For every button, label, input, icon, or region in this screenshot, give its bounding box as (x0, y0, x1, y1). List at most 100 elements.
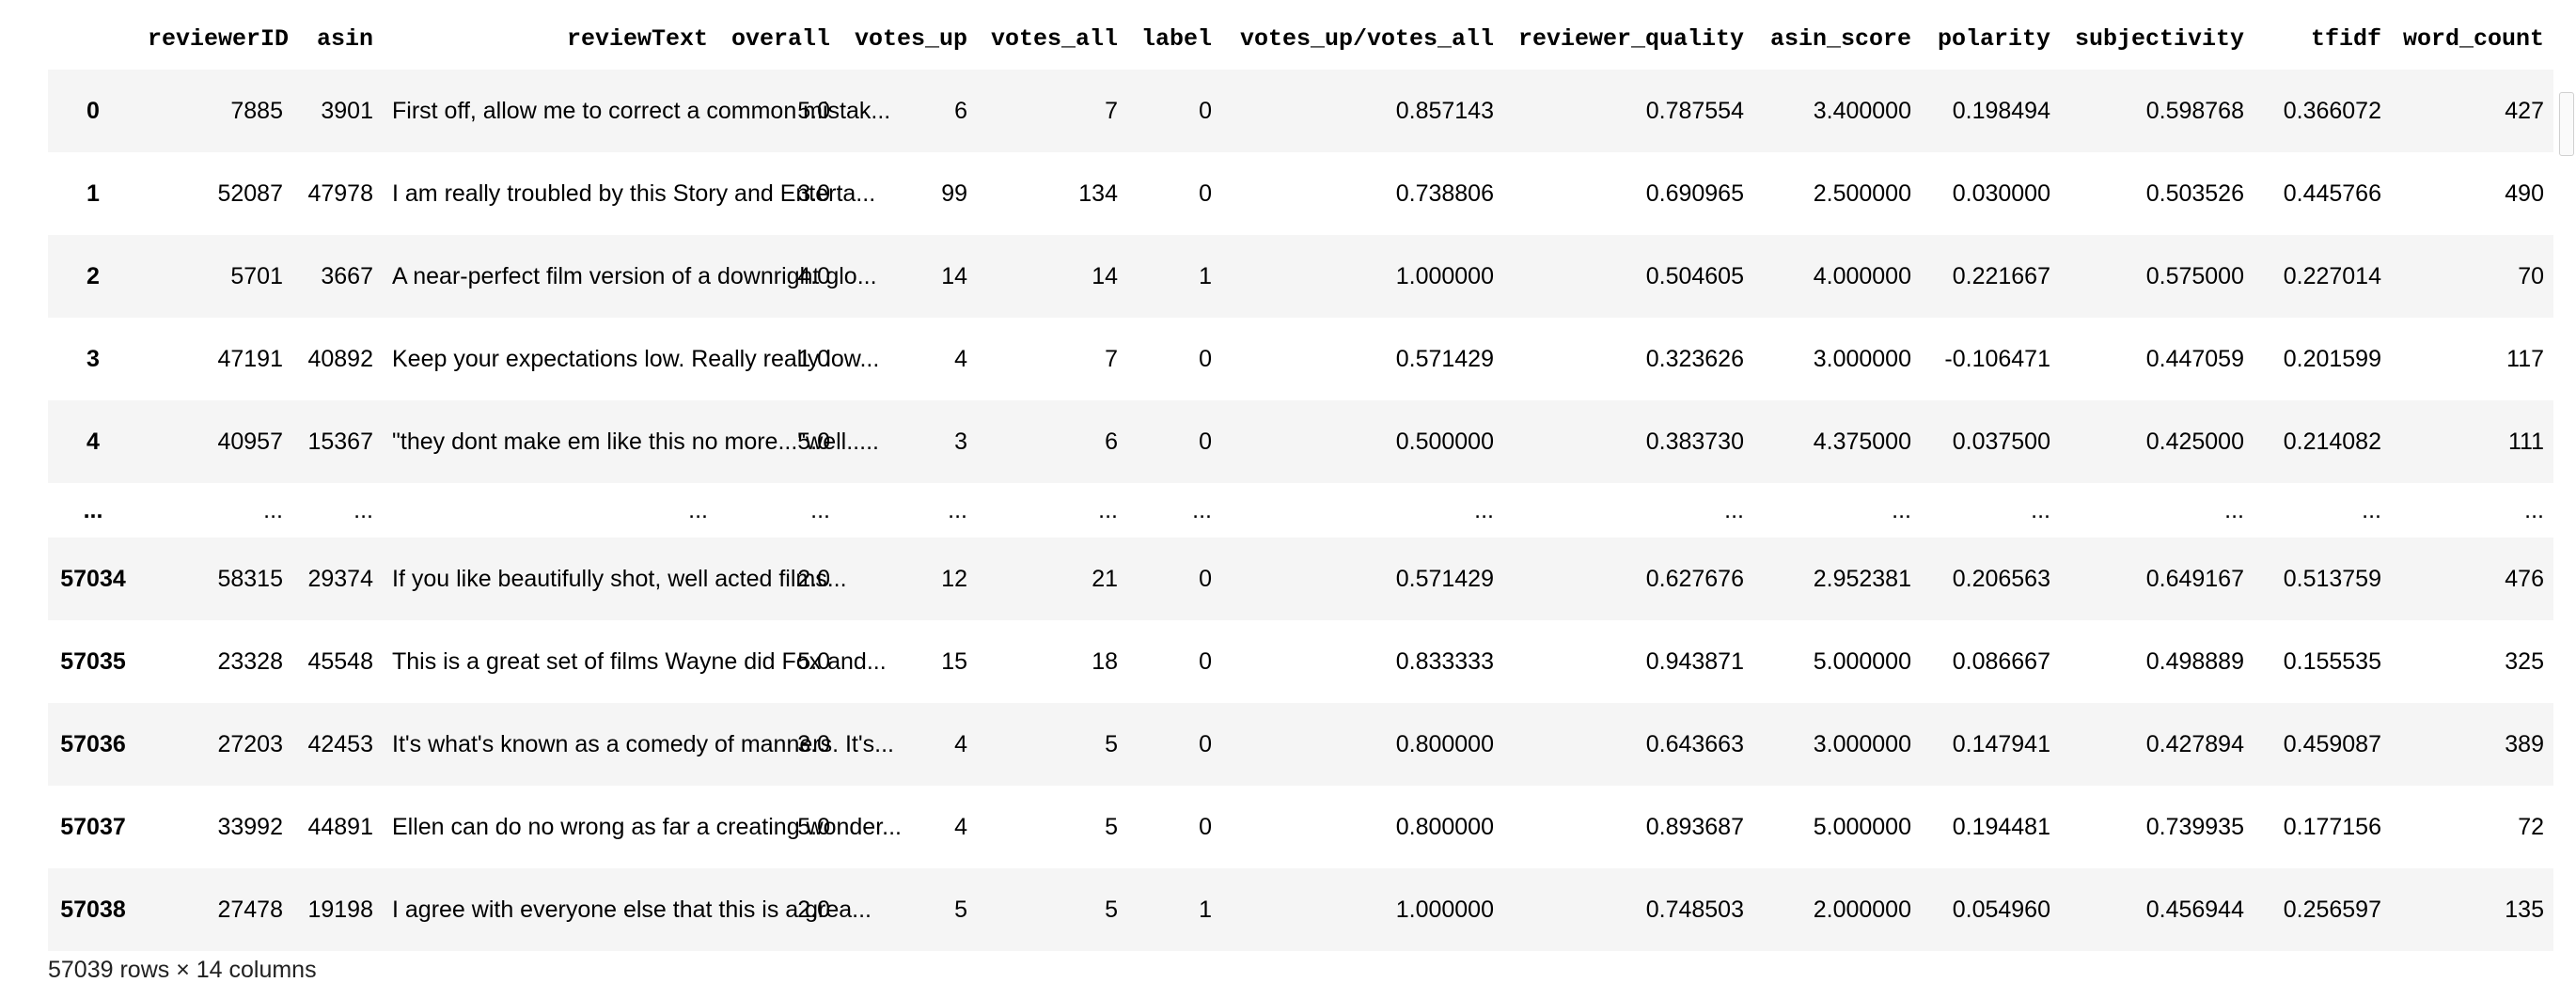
table-row: 1 52087 47978 I am really troubled by this … (48, 152, 2553, 235)
table-cell: 72 (2518, 813, 2544, 840)
review-text-cell: A near-perfect film version of a downrig… (392, 263, 877, 289)
table-cell: 0.857143 (1395, 97, 1494, 124)
table-cell: 0.198494 (1952, 97, 2050, 124)
table-row: 3 47191 40892 Keep your expectations low. R… (48, 318, 2553, 400)
dataframe-shape-label: 57039 rows × 14 columns (48, 957, 317, 983)
table-cell: 1 (1199, 262, 1212, 289)
table-cell: 3.0 (797, 179, 830, 207)
table-cell: 27478 (217, 896, 283, 923)
table-cell: 0.500000 (1395, 428, 1494, 455)
table-cell: 5 (1105, 896, 1118, 923)
table-cell: 4 (954, 345, 967, 372)
row-index: 1 (86, 179, 100, 207)
table-cell: 0.147941 (1952, 730, 2050, 757)
column-header: votes_up (854, 24, 967, 53)
table-cell: 0.201599 (2283, 345, 2381, 372)
column-header: overall (730, 24, 830, 53)
table-cell: 117 (2506, 345, 2544, 372)
row-index: 57036 (60, 730, 126, 757)
table-cell: 135 (2505, 896, 2544, 923)
table-cell: 3.400000 (1813, 97, 1911, 124)
column-header: reviewerID (148, 24, 290, 53)
table-cell: 21 (1092, 565, 1118, 592)
table-cell: ... (2362, 496, 2381, 523)
table-cell: 2.500000 (1813, 179, 1911, 207)
table-cell: 14 (1092, 262, 1118, 289)
table-cell: ... (2031, 496, 2050, 523)
table-cell: 0.155535 (2283, 647, 2381, 675)
table-cell: 0.323626 (1645, 345, 1744, 372)
row-index: 57038 (60, 896, 126, 923)
table-cell: 0.943871 (1645, 647, 1744, 675)
table-row: 57038 27478 19198 I agree with everyone els… (48, 868, 2553, 951)
table-cell: 0.800000 (1395, 730, 1494, 757)
review-text-cell: ... (688, 497, 708, 523)
row-index: 57037 (60, 813, 126, 840)
table-cell: 12 (941, 565, 967, 592)
table-cell: 0 (1199, 428, 1212, 455)
table-cell: 33992 (217, 813, 283, 840)
table-cell: 15367 (307, 428, 373, 455)
table-cell: 1 (1199, 896, 1212, 923)
table-cell: ... (353, 496, 373, 523)
table-cell: 0.575000 (2145, 262, 2244, 289)
table-cell: 2.952381 (1813, 565, 1911, 592)
row-index: 0 (86, 97, 100, 124)
table-cell: ... (1098, 496, 1118, 523)
table-cell: ... (1892, 496, 1911, 523)
table-cell: 0.800000 (1395, 813, 1494, 840)
table-cell: 0.649167 (2145, 565, 2244, 592)
table-cell: 3667 (321, 262, 373, 289)
table-cell: ... (1192, 496, 1212, 523)
table-cell: 0.627676 (1645, 565, 1744, 592)
table-cell: 6 (1105, 428, 1118, 455)
table-cell: 0.459087 (2283, 730, 2381, 757)
table-cell: 0.194481 (1952, 813, 2050, 840)
scrollbar-thumb[interactable] (2559, 92, 2574, 156)
column-header: reviewer_quality (1517, 24, 1744, 53)
table-cell: 4 (954, 730, 967, 757)
table-cell: ... (2224, 496, 2244, 523)
table-cell: 40892 (307, 345, 373, 372)
table-cell: 0.739935 (2145, 813, 2244, 840)
table-cell: 0.383730 (1645, 428, 1744, 455)
row-index: 57034 (60, 565, 126, 592)
table-cell: 0.256597 (2283, 896, 2381, 923)
review-text-cell: Keep your expectations low. Really reall… (392, 346, 880, 372)
table-cell: 29374 (307, 565, 373, 592)
table-cell: 5701 (230, 262, 283, 289)
table-cell: 70 (2518, 262, 2544, 289)
table-row: ........................................… (48, 483, 2553, 538)
table-cell: 325 (2505, 647, 2544, 675)
table-cell: 5 (954, 896, 967, 923)
table-cell: 23328 (217, 647, 283, 675)
table-cell: 2.0 (797, 565, 830, 592)
table-cell: 0.086667 (1952, 647, 2050, 675)
table-cell: 4.000000 (1813, 262, 1911, 289)
table-cell: 3.000000 (1813, 730, 1911, 757)
column-header: votes_all (990, 24, 1118, 53)
column-header: subjectivity (2074, 24, 2244, 53)
table-cell: ... (1474, 496, 1494, 523)
table-cell: 1.000000 (1395, 262, 1494, 289)
table-header: reviewerID asin reviewText overall votes_up v… (48, 13, 2553, 70)
table-cell: 4 (954, 813, 967, 840)
output-scrollbar[interactable] (2555, 0, 2576, 998)
table-cell: 5.0 (797, 647, 830, 675)
column-header: votes_up/votes_all (1239, 24, 1494, 53)
table-cell: ... (2524, 496, 2544, 523)
table-row: 57036 27203 42453 It's what's known as a co… (48, 703, 2553, 786)
table-cell: 0 (1199, 97, 1212, 124)
table-cell: 0.787554 (1645, 97, 1744, 124)
table-cell: 52087 (217, 179, 283, 207)
table-cell: 2.0 (797, 896, 830, 923)
column-header: label (1140, 24, 1212, 53)
table-cell: 27203 (217, 730, 283, 757)
table-row: 57034 58315 29374 If you like beautifully s… (48, 538, 2553, 620)
table-cell: 7 (1105, 345, 1118, 372)
table-cell: 4.0 (797, 262, 830, 289)
table-cell: ... (1724, 496, 1744, 523)
table-cell: 2.000000 (1813, 896, 1911, 923)
table-cell: 99 (941, 179, 967, 207)
table-cell: 389 (2505, 730, 2544, 757)
